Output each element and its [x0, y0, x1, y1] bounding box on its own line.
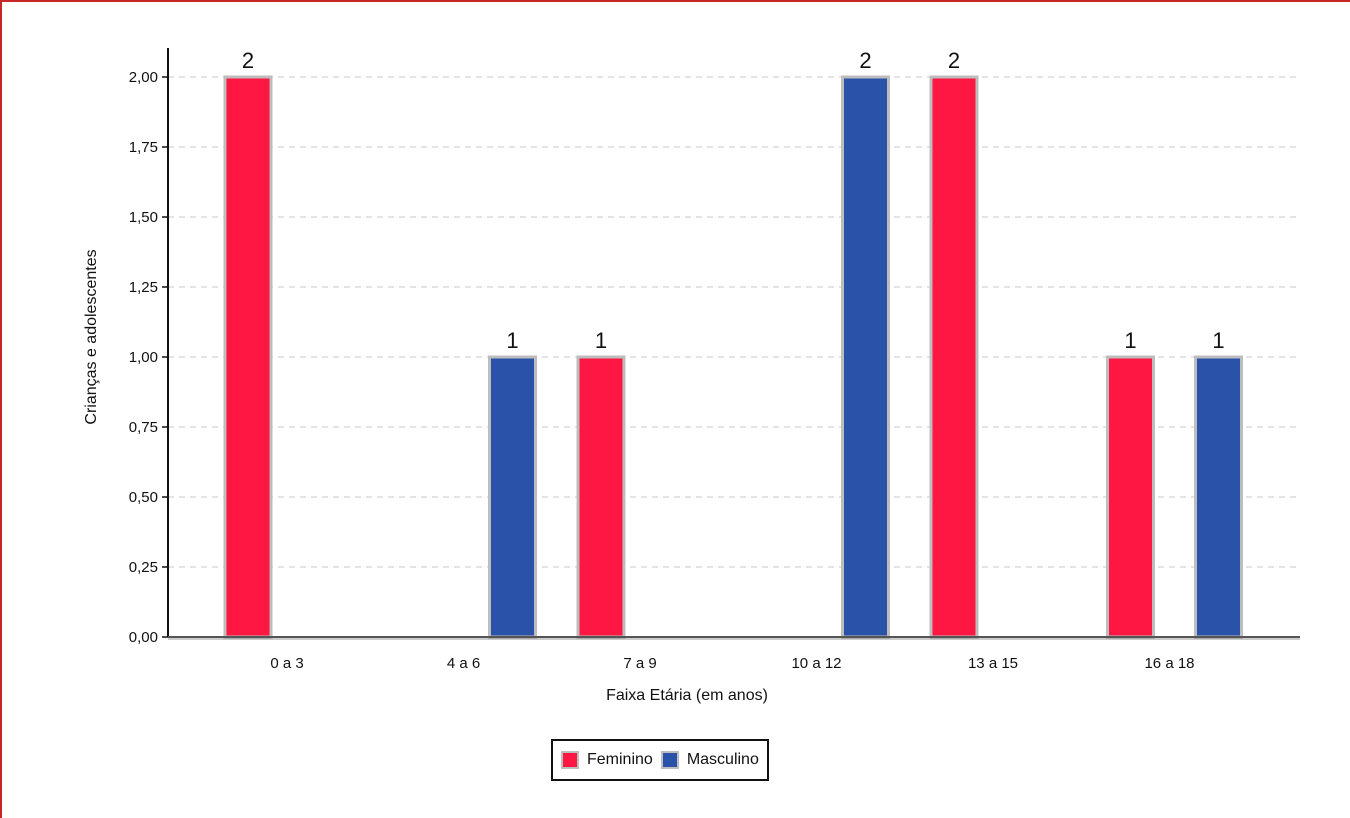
y-tick-label: 0,50 — [129, 489, 158, 506]
data-label: 1 — [1124, 328, 1136, 353]
y-tick-label: 1,25 — [129, 279, 158, 296]
x-tick-label: 13 a 15 — [968, 655, 1018, 672]
bar-masculino-3 — [841, 75, 890, 639]
bar-feminino-4 — [929, 75, 979, 639]
legend-swatch-masculino — [660, 751, 679, 769]
y-axis-title: Crianças e adolescentes — [83, 249, 100, 424]
data-label: 1 — [506, 328, 518, 353]
legend-label-feminino: Feminino — [587, 751, 653, 768]
x-axis-title: Faixa Etária (em anos) — [606, 687, 768, 704]
data-label: 2 — [242, 48, 254, 73]
y-tick-label: 2,00 — [129, 69, 158, 86]
y-tick-label: 0,25 — [129, 559, 158, 576]
y-tick-label: 0,75 — [129, 419, 158, 436]
data-labels: 2 1 1 2 2 1 1 — [242, 48, 1225, 353]
x-tick-label: 16 a 18 — [1144, 655, 1194, 672]
x-tick-label: 7 a 9 — [623, 655, 656, 672]
legend-item-masculino: Masculino — [660, 751, 759, 769]
y-tick-label: 1,50 — [129, 209, 158, 226]
legend-swatch-feminino — [561, 751, 579, 769]
y-axis: 0,00 0,25 0,50 0,75 1,00 1,25 1,50 1,75 2,00 — [129, 48, 169, 646]
bar-feminino-5 — [1106, 355, 1155, 639]
bars — [223, 75, 1243, 639]
x-tick-label: 10 a 12 — [791, 655, 841, 672]
data-label: 2 — [948, 48, 960, 73]
data-label: 1 — [1212, 328, 1224, 353]
y-tick-label: 0,00 — [129, 629, 158, 646]
x-tick-label: 0 a 3 — [270, 655, 303, 672]
legend: Feminino Masculino — [551, 739, 769, 781]
y-tick-label: 1,00 — [129, 349, 158, 366]
bar-masculino-1 — [488, 355, 537, 639]
grid-lines — [168, 76, 1300, 568]
x-tick-label: 4 a 6 — [447, 655, 480, 672]
legend-item-feminino: Feminino — [561, 751, 653, 769]
x-axis: 0 a 3 4 a 6 7 a 9 10 a 12 13 a 15 16 a 18 — [168, 636, 1300, 672]
data-label: 1 — [595, 328, 607, 353]
bar-feminino-0 — [223, 75, 273, 639]
data-label: 2 — [859, 48, 871, 73]
bar-feminino-2 — [576, 355, 626, 639]
y-tick-label: 1,75 — [129, 139, 158, 156]
bar-masculino-5 — [1194, 355, 1243, 639]
legend-label-masculino: Masculino — [686, 751, 759, 768]
